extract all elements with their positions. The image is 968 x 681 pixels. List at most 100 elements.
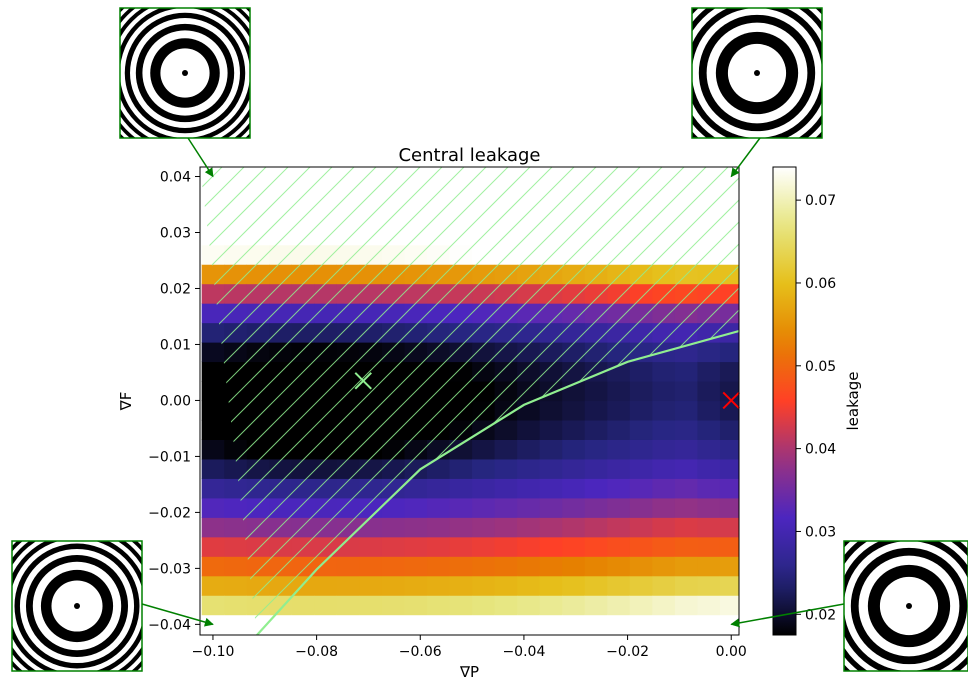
- heatmap-cell: [517, 517, 541, 538]
- heatmap-cell: [539, 322, 563, 343]
- heatmap-cell: [201, 380, 225, 402]
- heatmap-cell: [381, 264, 406, 285]
- heatmap-cell: [427, 303, 451, 324]
- heatmap-cell: [719, 303, 739, 324]
- heatmap-cell: [652, 205, 676, 226]
- heatmap-cell: [269, 614, 293, 635]
- heatmap-cell: [674, 458, 699, 479]
- heatmap-cell: [381, 225, 406, 246]
- heatmap-cell: [562, 303, 586, 324]
- heatmap-cell: [269, 167, 293, 187]
- heatmap-cell: [607, 322, 631, 343]
- heatmap-cell: [494, 419, 518, 440]
- heatmap-cell: [517, 244, 541, 265]
- heatmap-cell: [697, 517, 721, 538]
- heatmap-cell: [562, 322, 586, 343]
- heatmap-cell: [269, 595, 293, 616]
- heatmap-cell: [336, 303, 361, 324]
- heatmap-cell: [697, 361, 721, 382]
- heatmap-cell: [607, 225, 631, 246]
- heatmap-cell: [427, 595, 451, 616]
- heatmap-cell: [381, 186, 406, 207]
- heatmap-cell: [381, 303, 406, 324]
- heatmap-cell: [472, 303, 496, 324]
- heatmap-cell: [539, 283, 563, 304]
- heatmap-cell: [719, 244, 739, 265]
- heatmap-cell: [201, 478, 225, 499]
- heatmap-cell: [629, 458, 653, 479]
- heatmap-cell: [449, 575, 473, 596]
- heatmap-cell: [201, 283, 225, 304]
- heatmap-cell: [719, 264, 739, 285]
- heatmap-cell: [404, 303, 428, 324]
- heatmap-cell: [359, 244, 383, 265]
- heatmap-cell: [269, 283, 293, 304]
- heatmap-cell: [472, 205, 496, 226]
- chart-title: Central leakage: [398, 145, 540, 166]
- y-tick-label: −0.03: [148, 561, 191, 577]
- heatmap-cell: [517, 322, 541, 343]
- heatmap-cell: [472, 439, 496, 460]
- heatmap-cell: [539, 303, 563, 324]
- heatmap-cell: [607, 575, 631, 596]
- heatmap-cell: [494, 595, 518, 616]
- heatmap-cell: [427, 244, 451, 265]
- heatmap-cell: [674, 614, 699, 635]
- heatmap-cell: [246, 478, 270, 499]
- heatmap-cell: [607, 283, 631, 304]
- heatmap-cell: [201, 264, 225, 285]
- heatmap-cell: [269, 264, 293, 285]
- heatmap-cell: [449, 595, 473, 616]
- hatch-line: [215, 167, 739, 635]
- heatmap-cell: [291, 283, 315, 304]
- inset-arrow: [187, 137, 214, 178]
- heatmap-cell: [584, 303, 608, 324]
- heatmap-cell: [224, 400, 248, 421]
- heatmap-cell: [652, 439, 676, 460]
- heatmap-cell: [314, 458, 338, 479]
- heatmap-cell: [607, 167, 631, 187]
- heatmap-cell: [449, 478, 473, 499]
- heatmap-cell: [584, 380, 608, 402]
- y-tick-label: −0.01: [148, 449, 191, 465]
- heatmap-cell: [404, 167, 428, 187]
- heatmap-cell: [224, 244, 248, 265]
- heatmap-cell: [562, 517, 586, 538]
- heatmap-cell: [674, 536, 699, 557]
- heatmap-cell: [674, 595, 699, 616]
- heatmap-cell: [472, 167, 496, 187]
- heatmap-cell: [517, 439, 541, 460]
- heatmap-cell: [674, 186, 699, 207]
- heatmap-cell: [517, 478, 541, 499]
- heatmap-cell: [291, 264, 315, 285]
- heatmap-cell: [584, 225, 608, 246]
- heatmap-cell: [652, 244, 676, 265]
- heatmap-cell: [697, 400, 721, 421]
- heatmap-cell: [562, 419, 586, 440]
- heatmap-cell: [517, 595, 541, 616]
- heatmap-cell: [472, 517, 496, 538]
- heatmap-cell: [224, 205, 248, 226]
- heatmap-cell: [246, 536, 270, 557]
- heatmap-cell: [359, 303, 383, 324]
- heatmap-cell: [201, 497, 225, 518]
- heatmap-cell: [607, 517, 631, 538]
- heatmap-cell: [472, 556, 496, 577]
- heatmap-cell: [607, 458, 631, 479]
- heatmap-cell: [584, 322, 608, 343]
- heatmap-cell: [674, 225, 699, 246]
- heatmap-cell: [517, 361, 541, 382]
- heatmap-cell: [652, 380, 676, 402]
- heatmap-cell: [291, 419, 315, 440]
- heatmap-cell: [404, 575, 428, 596]
- heatmap-cell: [517, 575, 541, 596]
- heatmap-cell: [449, 614, 473, 635]
- heatmap-cell: [314, 342, 338, 363]
- heatmap-cell: [494, 342, 518, 363]
- heatmap-cell: [336, 556, 361, 577]
- heatmap-cell: [381, 342, 406, 363]
- heatmap-cell: [674, 361, 699, 382]
- heatmap-cell: [201, 400, 225, 421]
- heatmap-cell: [697, 303, 721, 324]
- heatmap-cell: [246, 244, 270, 265]
